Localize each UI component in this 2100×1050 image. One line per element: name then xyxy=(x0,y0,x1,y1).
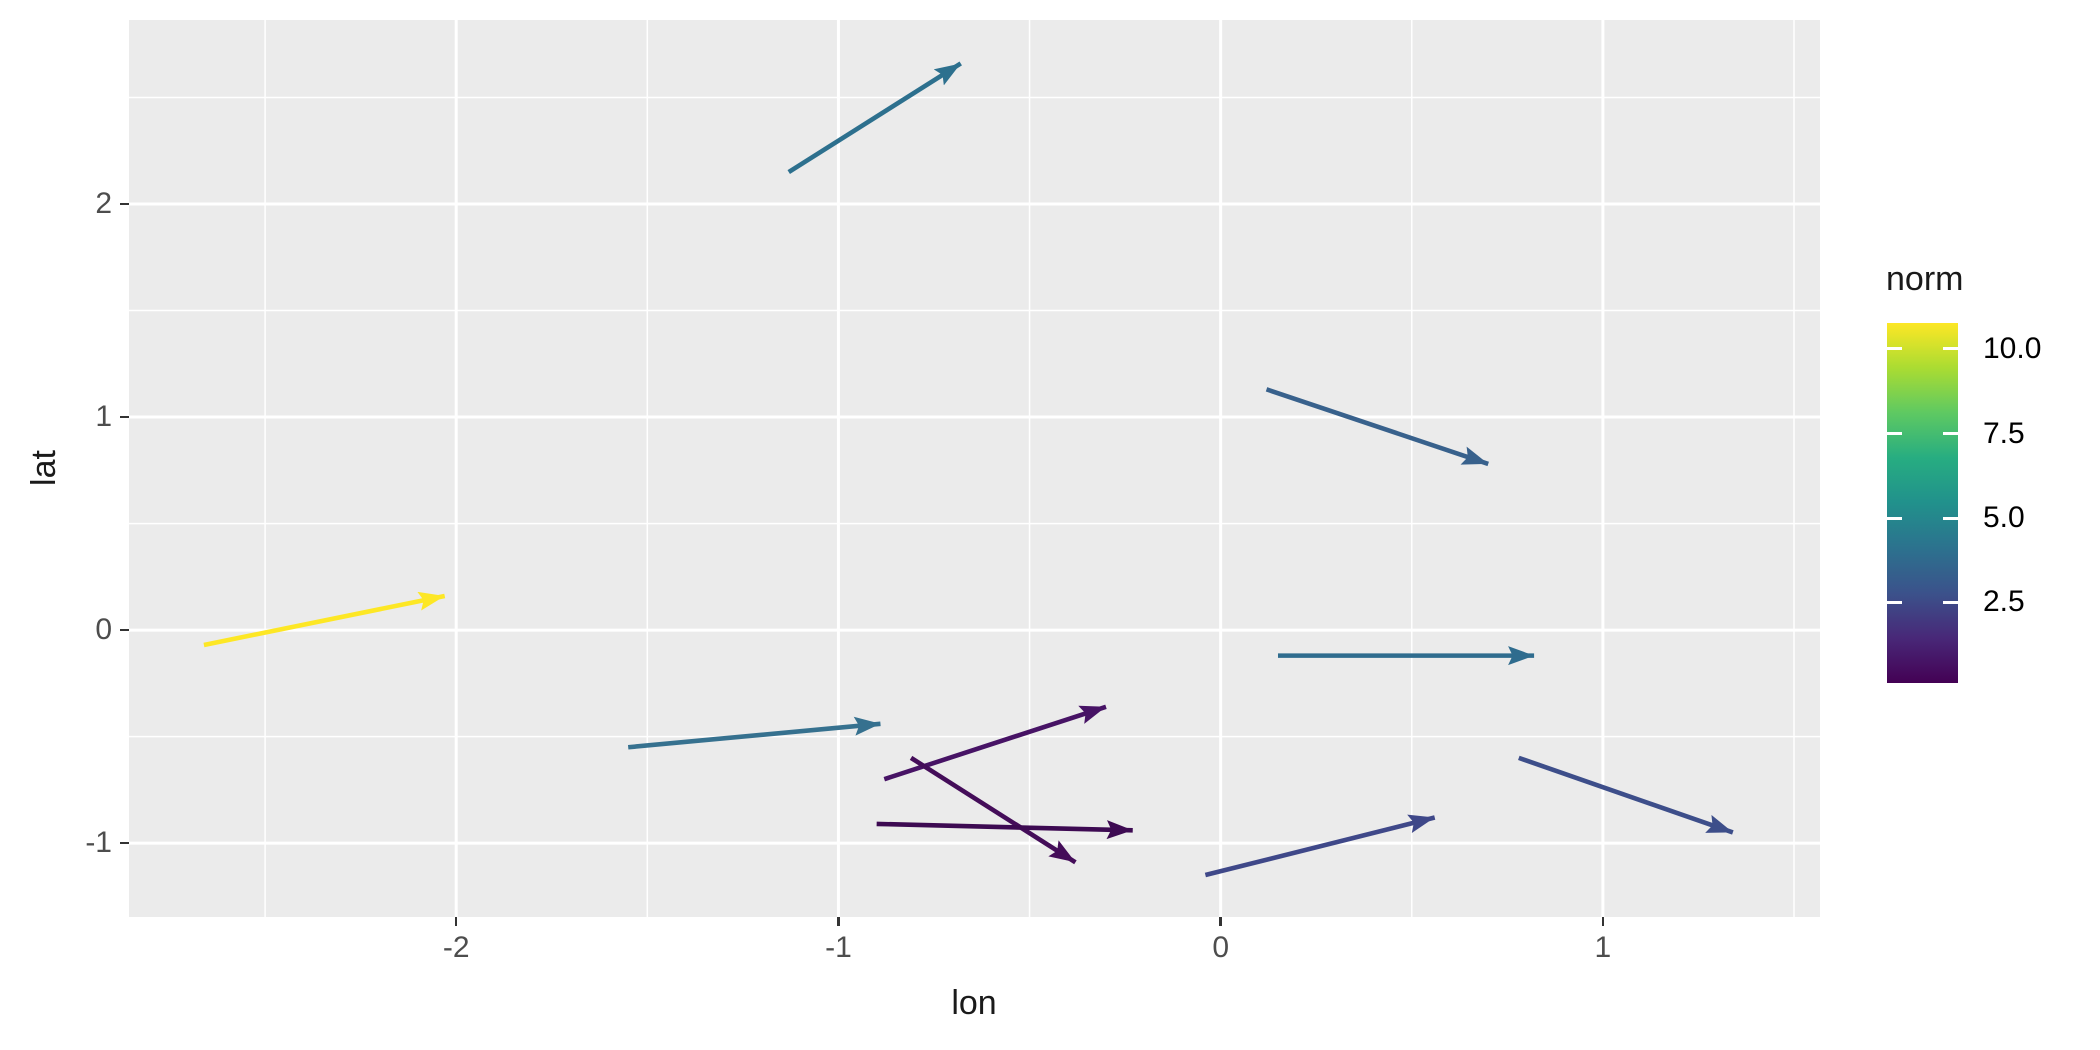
legend-title: norm xyxy=(1886,260,1964,298)
colorbar-tick-label: 10.0 xyxy=(1983,331,2042,365)
x-axis-tick xyxy=(1601,917,1605,926)
x-axis-tick-label: 0 xyxy=(1212,931,1229,964)
y-axis-tick-label: 1 xyxy=(95,400,112,434)
x-axis-title: lon xyxy=(951,984,997,1022)
x-axis-tick xyxy=(454,917,458,926)
plot-area-canvas xyxy=(129,20,1820,917)
colorbar-tick-right xyxy=(1943,432,1958,436)
y-axis-title: lat xyxy=(25,450,63,486)
panel-background xyxy=(129,20,1820,917)
vector-arrow xyxy=(1518,755,1734,835)
vector-arrow xyxy=(909,755,1077,865)
x-axis-tick-label: -1 xyxy=(825,931,852,964)
vector-arrow xyxy=(627,716,881,750)
colorbar-tick-label: 5.0 xyxy=(1983,501,2025,535)
vector-arrow xyxy=(883,704,1107,782)
colorbar-tick-right xyxy=(1943,600,1958,604)
colorbar-tick-right xyxy=(1943,516,1958,520)
vector-arrow xyxy=(876,820,1133,840)
x-axis-tick-label: 1 xyxy=(1594,931,1612,964)
y-axis-tick xyxy=(120,628,129,632)
colorbar-tick-label: 7.5 xyxy=(1983,416,2025,450)
colorbar-tick-left xyxy=(1887,600,1902,604)
vector-arrow xyxy=(1265,387,1489,467)
vector-arrow xyxy=(787,61,962,175)
colorbar-gradient xyxy=(1887,323,1958,683)
colorbar-tick-label: 2.5 xyxy=(1983,585,2025,619)
colorbar-tick-left xyxy=(1887,432,1902,436)
colorbar-tick-right xyxy=(1943,347,1958,351)
colorbar-tick-left xyxy=(1887,516,1902,520)
y-axis-tick xyxy=(120,841,129,845)
y-axis-tick-label: -1 xyxy=(85,826,112,860)
y-axis-tick xyxy=(120,202,129,206)
y-axis-tick-label: 2 xyxy=(95,187,112,221)
y-axis-tick xyxy=(120,415,129,419)
vector-arrow xyxy=(203,591,446,648)
x-axis-tick xyxy=(1219,917,1222,926)
plot-panel xyxy=(129,20,1820,917)
y-axis-tick-label: 0 xyxy=(95,613,112,647)
colorbar-tick-left xyxy=(1887,347,1902,351)
x-axis-tick xyxy=(837,917,840,926)
vector-arrow xyxy=(1204,814,1436,878)
x-axis-tick-label: -2 xyxy=(442,931,470,964)
